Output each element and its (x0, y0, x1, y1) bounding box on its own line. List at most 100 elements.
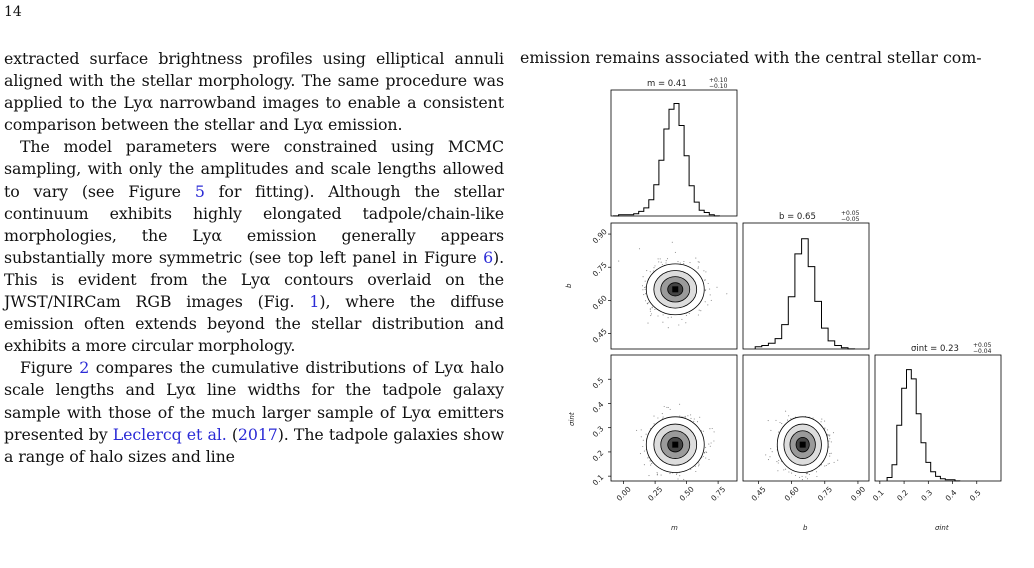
y-tick-label-1-0: 0.45 (591, 327, 609, 345)
figure-2-link[interactable]: 2 (79, 358, 90, 378)
scatter-m-b-point (649, 308, 651, 310)
scatter-b-sigma-point (775, 419, 777, 421)
citation-link-authors[interactable]: Leclercq et al. (112, 424, 227, 444)
scatter-m-b-point (638, 248, 641, 250)
scatter-b-sigma-point (767, 459, 770, 461)
scatter-m-b-point (681, 318, 683, 320)
x-tick-label-0-0: 0.00 (615, 485, 633, 503)
scatter-m-b-point (644, 280, 646, 282)
scatter-m-sigma-point (693, 418, 695, 420)
scatter-m-b (618, 241, 728, 329)
scatter-b-sigma-point (770, 448, 772, 450)
panel-frame-1-1 (742, 222, 870, 350)
scatter-b-sigma-point (785, 410, 787, 412)
scatter-m-b-point (652, 270, 654, 272)
scatter-b-sigma-point (820, 421, 822, 423)
scatter-m-b-point (653, 267, 655, 269)
scatter-m-sigma-point (648, 475, 650, 477)
scatter-m-b-point (650, 313, 652, 315)
scatter-b-sigma-point (777, 462, 779, 464)
x-axis-label-1: b (803, 524, 808, 532)
x-axis-label-0: m (671, 524, 678, 532)
figure-6-link[interactable]: 6 (483, 247, 494, 267)
x-tick-label-1-2: 0.75 (816, 485, 834, 503)
scatter-m-sigma-point (693, 420, 695, 422)
scatter-m-sigma-point (647, 457, 649, 459)
scatter-m-b-point (705, 289, 707, 291)
scatter-m-sigma-point (690, 468, 692, 470)
scatter-m-b-point (667, 317, 669, 319)
scatter-b-sigma-point (805, 472, 807, 474)
title-0: m = 0.41 (647, 79, 687, 89)
scatter-m-b-point (704, 279, 706, 281)
citation-link-year[interactable]: 2017 (237, 424, 278, 444)
scatter-m-b-peak (672, 286, 679, 293)
scatter-m-sigma-point (684, 416, 686, 418)
scatter-m-b-point (678, 324, 680, 326)
scatter-m-b-point (726, 293, 728, 295)
scatter-b-sigma-point (820, 464, 823, 466)
scatter-b-sigma-point (771, 451, 773, 453)
x-tick-label-1-1: 0.60 (783, 485, 801, 503)
title-sub-0: −0.10 (709, 83, 728, 90)
scatter-m-b-point (646, 270, 648, 272)
scatter-m-sigma-point (696, 421, 699, 423)
paragraph-3-text-b: compares the cumulative distributions of… (4, 358, 504, 444)
scatter-m-sigma (636, 403, 715, 480)
scatter-m-sigma-point (677, 478, 679, 480)
scatter-b-sigma-point (790, 418, 792, 420)
scatter-b-sigma-point (828, 462, 830, 464)
scatter-m-b-point (685, 322, 687, 324)
scatter-b-sigma-point (833, 461, 835, 463)
title-sub-1: −0.05 (841, 216, 860, 223)
scatter-m-sigma-point (662, 416, 664, 418)
scatter-b-sigma-point (812, 417, 814, 419)
scatter-b-sigma-point (779, 421, 781, 424)
scatter-b-sigma-point (791, 472, 793, 474)
scatter-m-sigma-point (708, 458, 710, 461)
scatter-m-b-point (645, 286, 647, 288)
scatter-m-sigma-point (690, 414, 692, 416)
scatter-m-sigma-point (649, 460, 651, 462)
scatter-b-sigma-point (794, 474, 797, 477)
scatter-b-sigma-point (828, 434, 830, 436)
scatter-b-sigma-point (827, 435, 829, 437)
scatter-m-b-point (647, 322, 649, 324)
title-1: b = 0.65 (779, 212, 816, 222)
y-tick-label-2-1: 0.2 (591, 448, 606, 463)
scatter-b-sigma-point (830, 441, 832, 443)
scatter-b-sigma-point (815, 471, 818, 473)
scatter-m-sigma-point (666, 406, 668, 408)
figure-5-link[interactable]: 5 (194, 181, 205, 201)
scatter-m-b-point (658, 261, 660, 263)
scatter-m-sigma-point (669, 408, 671, 410)
right-column-text: emission remains associated with the cen… (520, 48, 982, 67)
scatter-b-sigma-point (826, 429, 828, 431)
scatter-b-sigma-point (799, 476, 801, 478)
scatter-b-sigma-point (783, 469, 785, 471)
title-sub-2: −0.04 (973, 348, 992, 355)
paragraph-2-text-a: The model parameters were constrained us… (4, 137, 504, 201)
scatter-m-b-point (683, 260, 685, 263)
scatter-m-b-point (698, 309, 700, 311)
scatter-m-sigma-point (650, 427, 652, 430)
panel-frame-2-0 (610, 354, 738, 482)
x-tick-label-2-0: 0.1 (871, 488, 886, 503)
paragraph-2-text-b: for fitting). Although the stellar conti… (4, 181, 504, 267)
scatter-m-sigma-point (667, 406, 669, 409)
scatter-m-sigma-point (705, 446, 707, 448)
scatter-b-sigma-point (830, 452, 832, 454)
title-sup-2: +0.05 (973, 342, 992, 349)
scatter-m-sigma-point (700, 430, 703, 432)
scatter-m-b-point (657, 258, 659, 260)
scatter-m-b-point (710, 299, 712, 301)
scatter-b-sigma-point (781, 423, 783, 425)
figure-1-link[interactable]: 1 (309, 292, 320, 312)
histogram-b (754, 238, 856, 350)
scatter-m-sigma-point (651, 463, 653, 465)
scatter-m-sigma-point (713, 431, 715, 433)
scatter-b-sigma-point (808, 473, 810, 476)
scatter-m-b-point (671, 241, 673, 243)
scatter-m-b-point (685, 314, 687, 316)
